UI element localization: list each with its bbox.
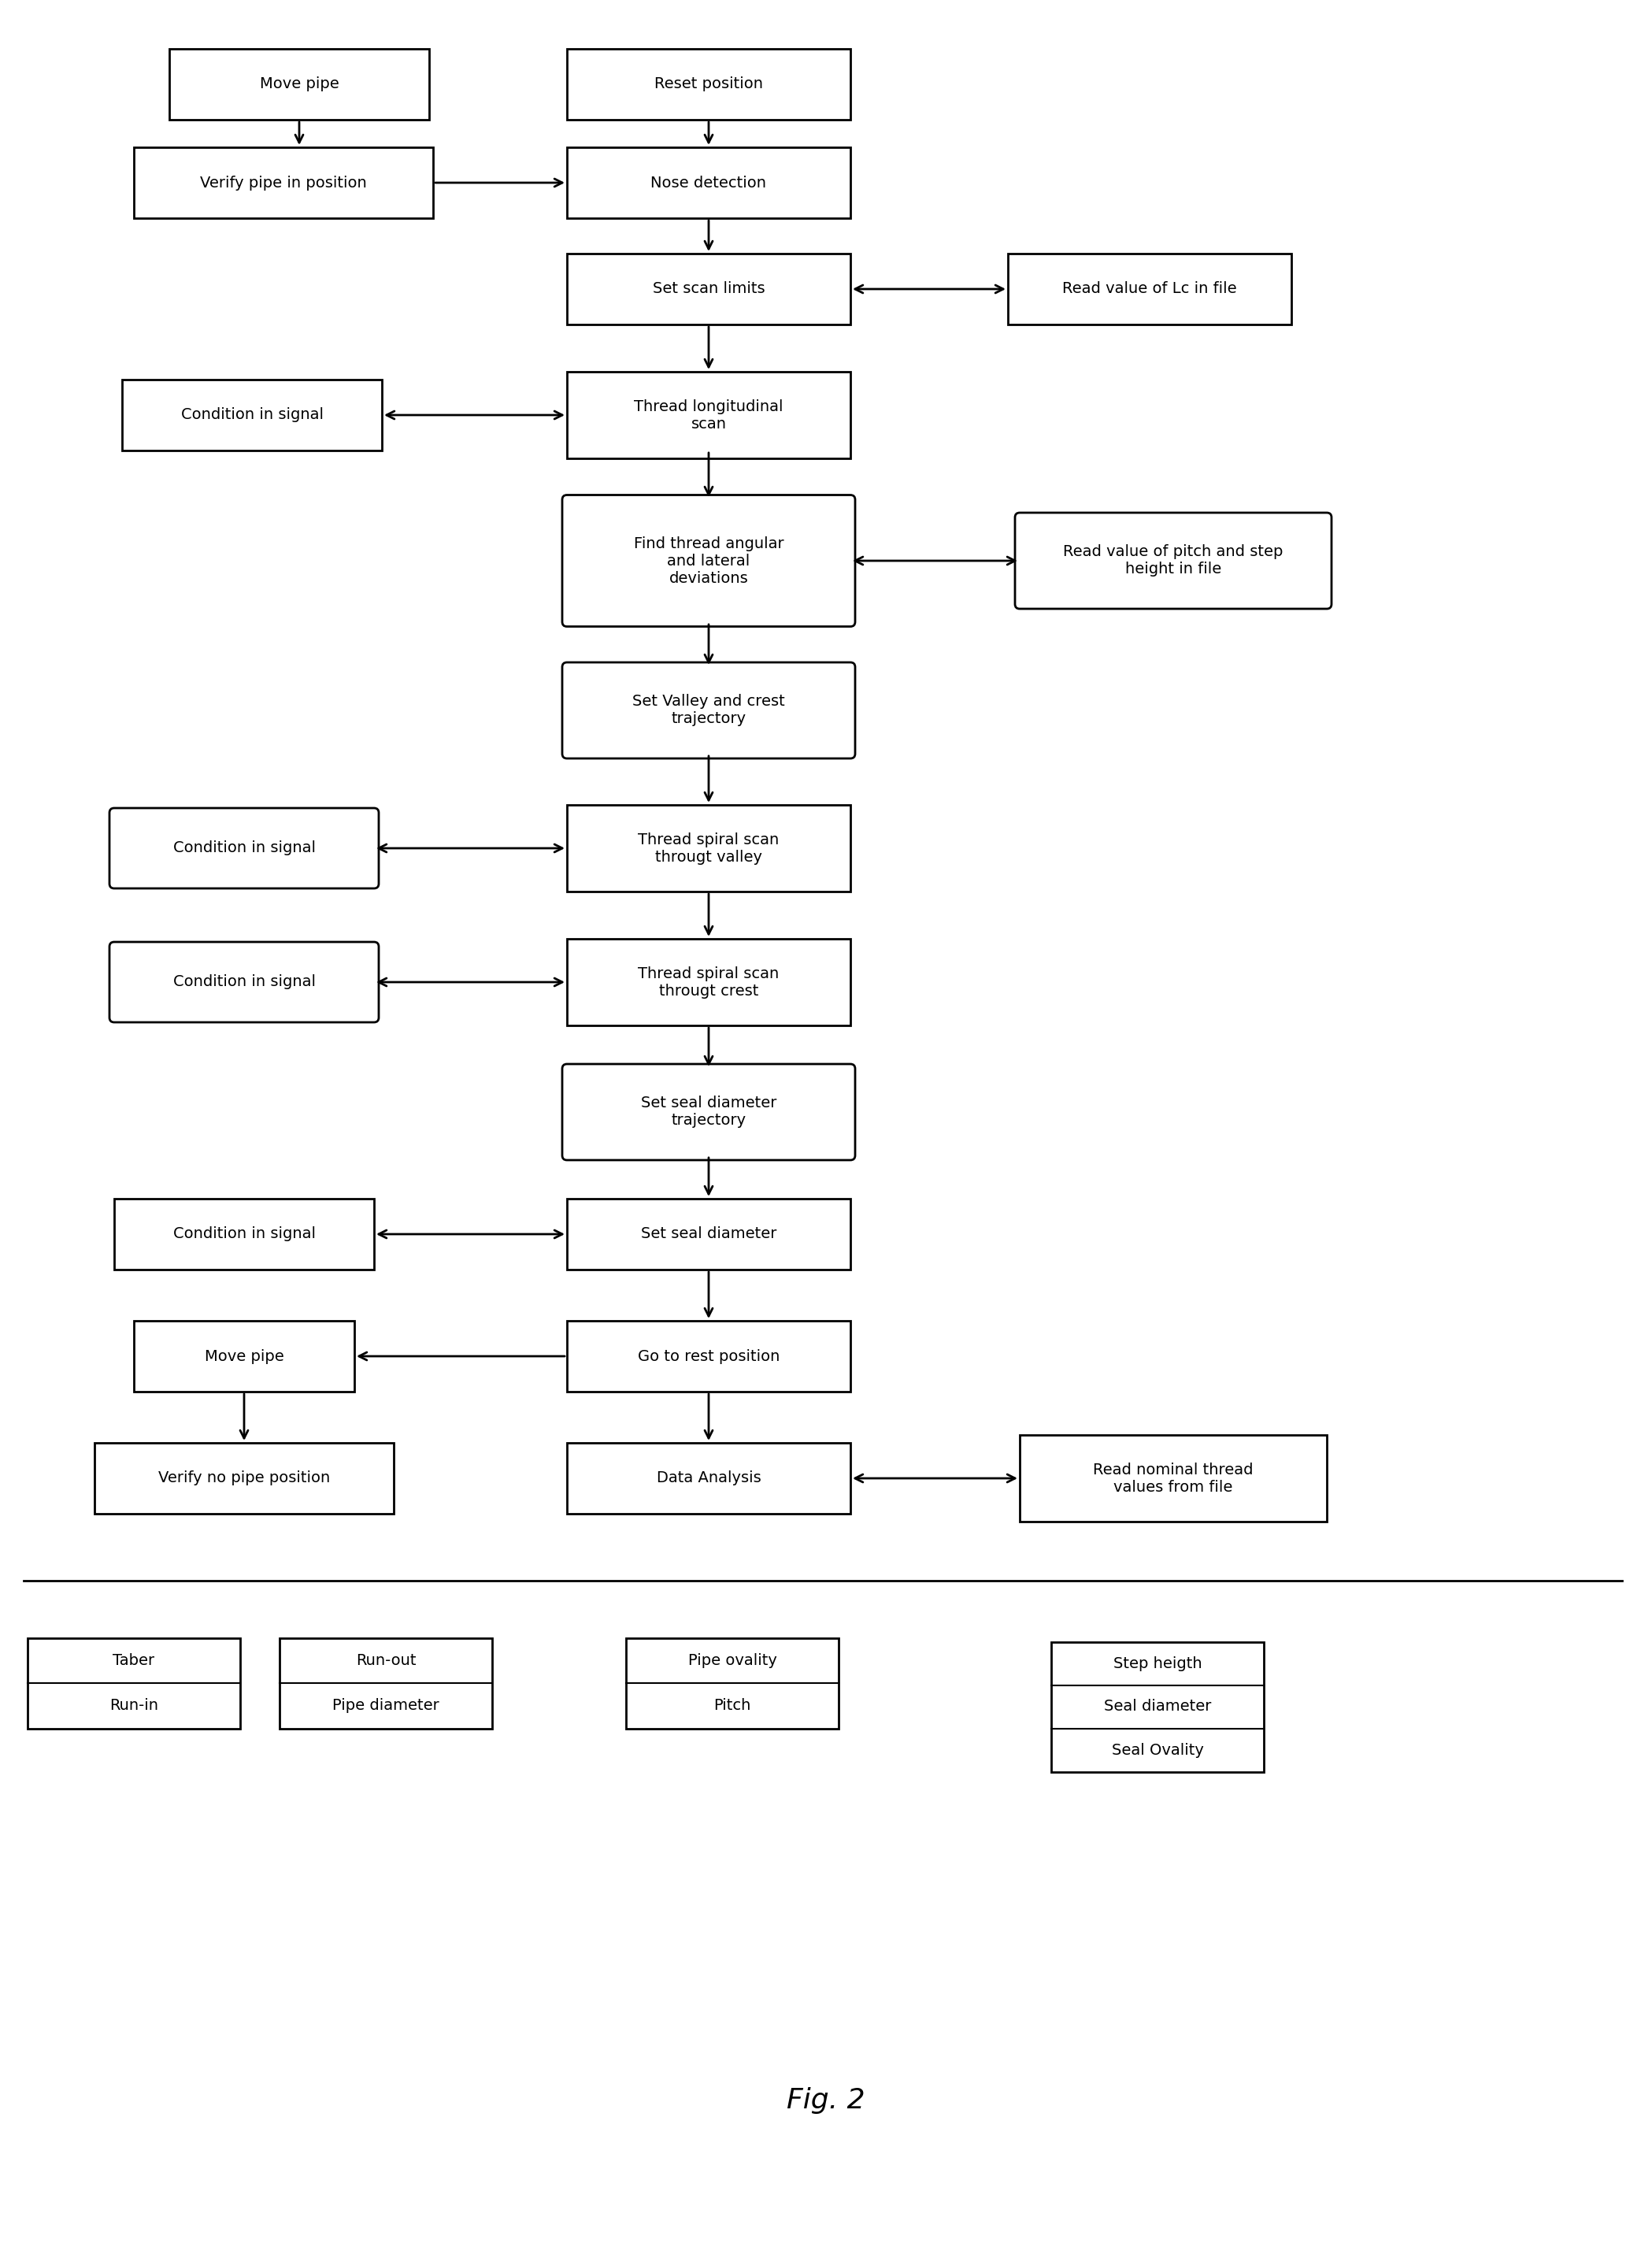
FancyBboxPatch shape bbox=[134, 147, 433, 219]
FancyBboxPatch shape bbox=[1014, 513, 1332, 610]
FancyBboxPatch shape bbox=[134, 1321, 354, 1391]
Text: Verify no pipe position: Verify no pipe position bbox=[159, 1470, 330, 1486]
FancyBboxPatch shape bbox=[122, 379, 382, 452]
Text: Fig. 2: Fig. 2 bbox=[786, 2086, 866, 2113]
FancyBboxPatch shape bbox=[567, 1321, 851, 1391]
Text: Set scan limits: Set scan limits bbox=[653, 282, 765, 296]
Text: Taber: Taber bbox=[112, 1653, 155, 1669]
FancyBboxPatch shape bbox=[562, 495, 856, 625]
Text: Nose detection: Nose detection bbox=[651, 176, 767, 190]
Text: Read nominal thread
values from file: Read nominal thread values from file bbox=[1094, 1463, 1254, 1495]
Text: Condition in signal: Condition in signal bbox=[173, 1226, 316, 1242]
Text: Run-out: Run-out bbox=[355, 1653, 416, 1669]
Text: Step heigth: Step heigth bbox=[1113, 1655, 1203, 1671]
Text: Pitch: Pitch bbox=[714, 1698, 752, 1714]
Text: Set seal diameter: Set seal diameter bbox=[641, 1226, 776, 1242]
FancyBboxPatch shape bbox=[109, 808, 378, 887]
FancyBboxPatch shape bbox=[567, 373, 851, 458]
FancyBboxPatch shape bbox=[1019, 1436, 1327, 1522]
Text: Read value of Lc in file: Read value of Lc in file bbox=[1062, 282, 1237, 296]
Text: Find thread angular
and lateral
deviations: Find thread angular and lateral deviatio… bbox=[634, 535, 783, 585]
Text: Verify pipe in position: Verify pipe in position bbox=[200, 176, 367, 190]
FancyBboxPatch shape bbox=[562, 1064, 856, 1161]
FancyBboxPatch shape bbox=[567, 804, 851, 892]
FancyBboxPatch shape bbox=[1051, 1642, 1264, 1773]
FancyBboxPatch shape bbox=[94, 1443, 393, 1513]
Text: Pipe ovality: Pipe ovality bbox=[687, 1653, 776, 1669]
FancyBboxPatch shape bbox=[114, 1199, 373, 1269]
FancyBboxPatch shape bbox=[28, 1637, 240, 1727]
Text: Move pipe: Move pipe bbox=[259, 77, 339, 93]
FancyBboxPatch shape bbox=[567, 939, 851, 1025]
Text: Read value of pitch and step
height in file: Read value of pitch and step height in f… bbox=[1064, 544, 1284, 576]
Text: Condition in signal: Condition in signal bbox=[180, 409, 324, 422]
FancyBboxPatch shape bbox=[567, 1199, 851, 1269]
Text: Seal diameter: Seal diameter bbox=[1104, 1700, 1211, 1714]
Text: Data Analysis: Data Analysis bbox=[656, 1470, 762, 1486]
Text: Condition in signal: Condition in signal bbox=[173, 975, 316, 989]
Text: Run-in: Run-in bbox=[109, 1698, 159, 1714]
FancyBboxPatch shape bbox=[567, 1443, 851, 1513]
FancyBboxPatch shape bbox=[562, 662, 856, 759]
Text: Set seal diameter
trajectory: Set seal diameter trajectory bbox=[641, 1095, 776, 1129]
FancyBboxPatch shape bbox=[567, 253, 851, 325]
FancyBboxPatch shape bbox=[1008, 253, 1292, 325]
FancyBboxPatch shape bbox=[109, 942, 378, 1023]
Text: Move pipe: Move pipe bbox=[205, 1348, 284, 1364]
FancyBboxPatch shape bbox=[279, 1637, 492, 1727]
Text: Thread spiral scan
througt crest: Thread spiral scan througt crest bbox=[638, 966, 780, 998]
Text: Thread spiral scan
througt valley: Thread spiral scan througt valley bbox=[638, 833, 780, 865]
Text: Seal Ovality: Seal Ovality bbox=[1112, 1743, 1204, 1757]
FancyBboxPatch shape bbox=[169, 50, 430, 120]
Text: Set Valley and crest
trajectory: Set Valley and crest trajectory bbox=[633, 693, 785, 727]
Text: Go to rest position: Go to rest position bbox=[638, 1348, 780, 1364]
Text: Thread longitudinal
scan: Thread longitudinal scan bbox=[634, 400, 783, 431]
Text: Pipe diameter: Pipe diameter bbox=[332, 1698, 439, 1714]
FancyBboxPatch shape bbox=[567, 50, 851, 120]
FancyBboxPatch shape bbox=[626, 1637, 839, 1727]
FancyBboxPatch shape bbox=[567, 147, 851, 219]
Text: Reset position: Reset position bbox=[654, 77, 763, 93]
Text: Condition in signal: Condition in signal bbox=[173, 840, 316, 856]
